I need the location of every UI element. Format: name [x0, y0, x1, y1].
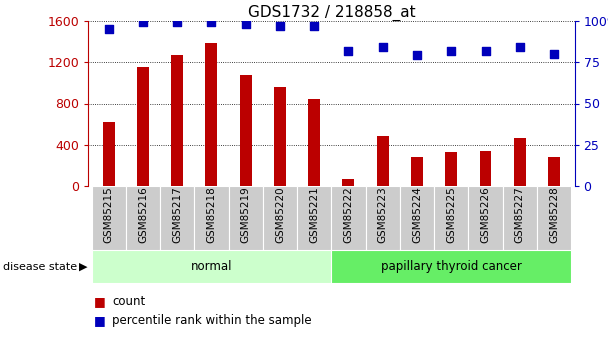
Bar	[195, 186, 229, 250]
Text: GSM85222: GSM85222	[344, 187, 353, 243]
Point	[241, 21, 250, 27]
Text: ■: ■	[94, 295, 106, 308]
Text: GSM85219: GSM85219	[241, 187, 250, 243]
Bar	[503, 186, 537, 250]
Bar	[411, 157, 423, 186]
Bar	[365, 186, 400, 250]
Point	[138, 20, 148, 25]
Text: papillary thyroid cancer: papillary thyroid cancer	[381, 260, 522, 273]
Text: GSM85228: GSM85228	[549, 187, 559, 243]
Bar	[263, 186, 297, 250]
Text: GSM85216: GSM85216	[138, 187, 148, 243]
Text: GSM85217: GSM85217	[172, 187, 182, 243]
Bar	[297, 186, 331, 250]
Bar	[377, 136, 389, 186]
Text: GSM85223: GSM85223	[378, 187, 388, 243]
Bar	[206, 43, 218, 186]
Point	[309, 23, 319, 28]
Point	[275, 23, 285, 28]
Bar	[274, 87, 286, 186]
Bar	[331, 250, 571, 283]
Point	[207, 20, 216, 25]
Text: GSM85221: GSM85221	[309, 187, 319, 243]
Point	[104, 26, 114, 32]
Text: ▶: ▶	[79, 262, 88, 272]
Text: GSM85215: GSM85215	[104, 187, 114, 243]
Bar	[171, 55, 183, 186]
Bar	[308, 99, 320, 186]
Bar	[137, 67, 149, 186]
Bar	[468, 186, 503, 250]
Bar	[240, 75, 252, 186]
Point	[172, 20, 182, 25]
Bar	[160, 186, 195, 250]
Bar	[126, 186, 160, 250]
Point	[515, 45, 525, 50]
Text: GSM85226: GSM85226	[480, 187, 491, 243]
Text: GSM85227: GSM85227	[515, 187, 525, 243]
Text: ■: ■	[94, 314, 106, 327]
Text: GSM85225: GSM85225	[446, 187, 456, 243]
Bar	[548, 157, 560, 186]
Text: GSM85224: GSM85224	[412, 187, 422, 243]
Bar	[400, 186, 434, 250]
Bar	[342, 179, 354, 186]
Bar	[92, 186, 126, 250]
Bar	[229, 186, 263, 250]
Bar	[480, 151, 491, 186]
Bar	[445, 152, 457, 186]
Text: count: count	[112, 295, 146, 308]
Point	[549, 51, 559, 57]
Point	[344, 48, 353, 53]
Text: GSM85218: GSM85218	[207, 187, 216, 243]
Point	[446, 48, 456, 53]
Text: normal: normal	[191, 260, 232, 273]
Bar	[92, 250, 331, 283]
Text: disease state: disease state	[3, 262, 77, 272]
Bar	[514, 138, 526, 186]
Text: percentile rank within the sample: percentile rank within the sample	[112, 314, 312, 327]
Point	[412, 53, 422, 58]
Text: GSM85220: GSM85220	[275, 187, 285, 243]
Point	[378, 45, 388, 50]
Bar	[103, 122, 115, 186]
Point	[481, 48, 491, 53]
Bar	[537, 186, 571, 250]
Title: GDS1732 / 218858_at: GDS1732 / 218858_at	[247, 4, 415, 21]
Bar	[331, 186, 365, 250]
Bar	[434, 186, 468, 250]
